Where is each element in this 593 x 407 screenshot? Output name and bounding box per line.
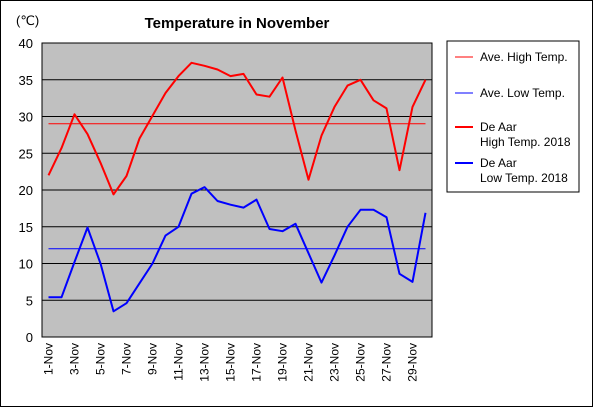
y-tick-label: 25 bbox=[19, 146, 33, 161]
legend: Ave. High Temp.Ave. Low Temp.De AarHigh … bbox=[455, 50, 571, 185]
y-tick-label: 0 bbox=[26, 330, 33, 345]
x-tick-label: 25-Nov bbox=[354, 343, 368, 382]
chart-title: Temperature in November bbox=[145, 15, 330, 32]
x-tick-label: 13-Nov bbox=[198, 343, 212, 382]
legend-label: De Aar bbox=[480, 120, 517, 134]
x-tick-labels: 1-Nov 3-Nov 5-Nov 7-Nov 9-Nov 11-Nov 13-Nov 15-… bbox=[42, 343, 420, 382]
legend-label: De Aar bbox=[480, 156, 517, 170]
x-tick-label: 21-Nov bbox=[302, 343, 316, 382]
x-tick-label: 3-Nov bbox=[68, 343, 82, 375]
legend-label: Low Temp. 2018 bbox=[480, 171, 568, 185]
x-tick-label: 17-Nov bbox=[250, 343, 264, 382]
x-tick-label: 19-Nov bbox=[276, 343, 290, 382]
y-tick-label: 20 bbox=[19, 183, 33, 198]
legend-box bbox=[446, 40, 580, 193]
x-tick-label: 1-Nov bbox=[42, 343, 56, 375]
y-tick-label: 15 bbox=[19, 220, 33, 235]
x-tick-label: 5-Nov bbox=[94, 343, 108, 375]
y-tick-label: 5 bbox=[26, 293, 33, 308]
legend-label: Ave. High Temp. bbox=[480, 50, 568, 64]
x-tick-label: 15-Nov bbox=[224, 343, 238, 382]
x-tick-label: 9-Nov bbox=[146, 343, 160, 375]
grid-lines bbox=[42, 79, 432, 301]
x-tick-label: 27-Nov bbox=[380, 343, 394, 382]
y-tick-labels: 0 5 10 15 20 25 30 35 40 bbox=[19, 36, 33, 345]
y-tick-label: 40 bbox=[19, 36, 33, 51]
series-line-3 bbox=[47, 61, 427, 196]
legend-label: High Temp. 2018 bbox=[480, 135, 571, 149]
y-tick-label: 10 bbox=[19, 257, 33, 272]
x-tick-label: 23-Nov bbox=[328, 343, 342, 382]
series-lines bbox=[47, 61, 427, 313]
x-tick-label: 29-Nov bbox=[406, 343, 420, 382]
x-tick-label: 11-Nov bbox=[172, 343, 186, 381]
x-tick-label: 7-Nov bbox=[120, 343, 134, 375]
y-tick-label: 35 bbox=[19, 73, 33, 88]
y-tick-label: 30 bbox=[19, 110, 33, 125]
y-axis-label: (℃) bbox=[16, 13, 39, 28]
series-line-4 bbox=[48, 186, 427, 313]
legend-label: Ave. Low Temp. bbox=[480, 86, 565, 100]
